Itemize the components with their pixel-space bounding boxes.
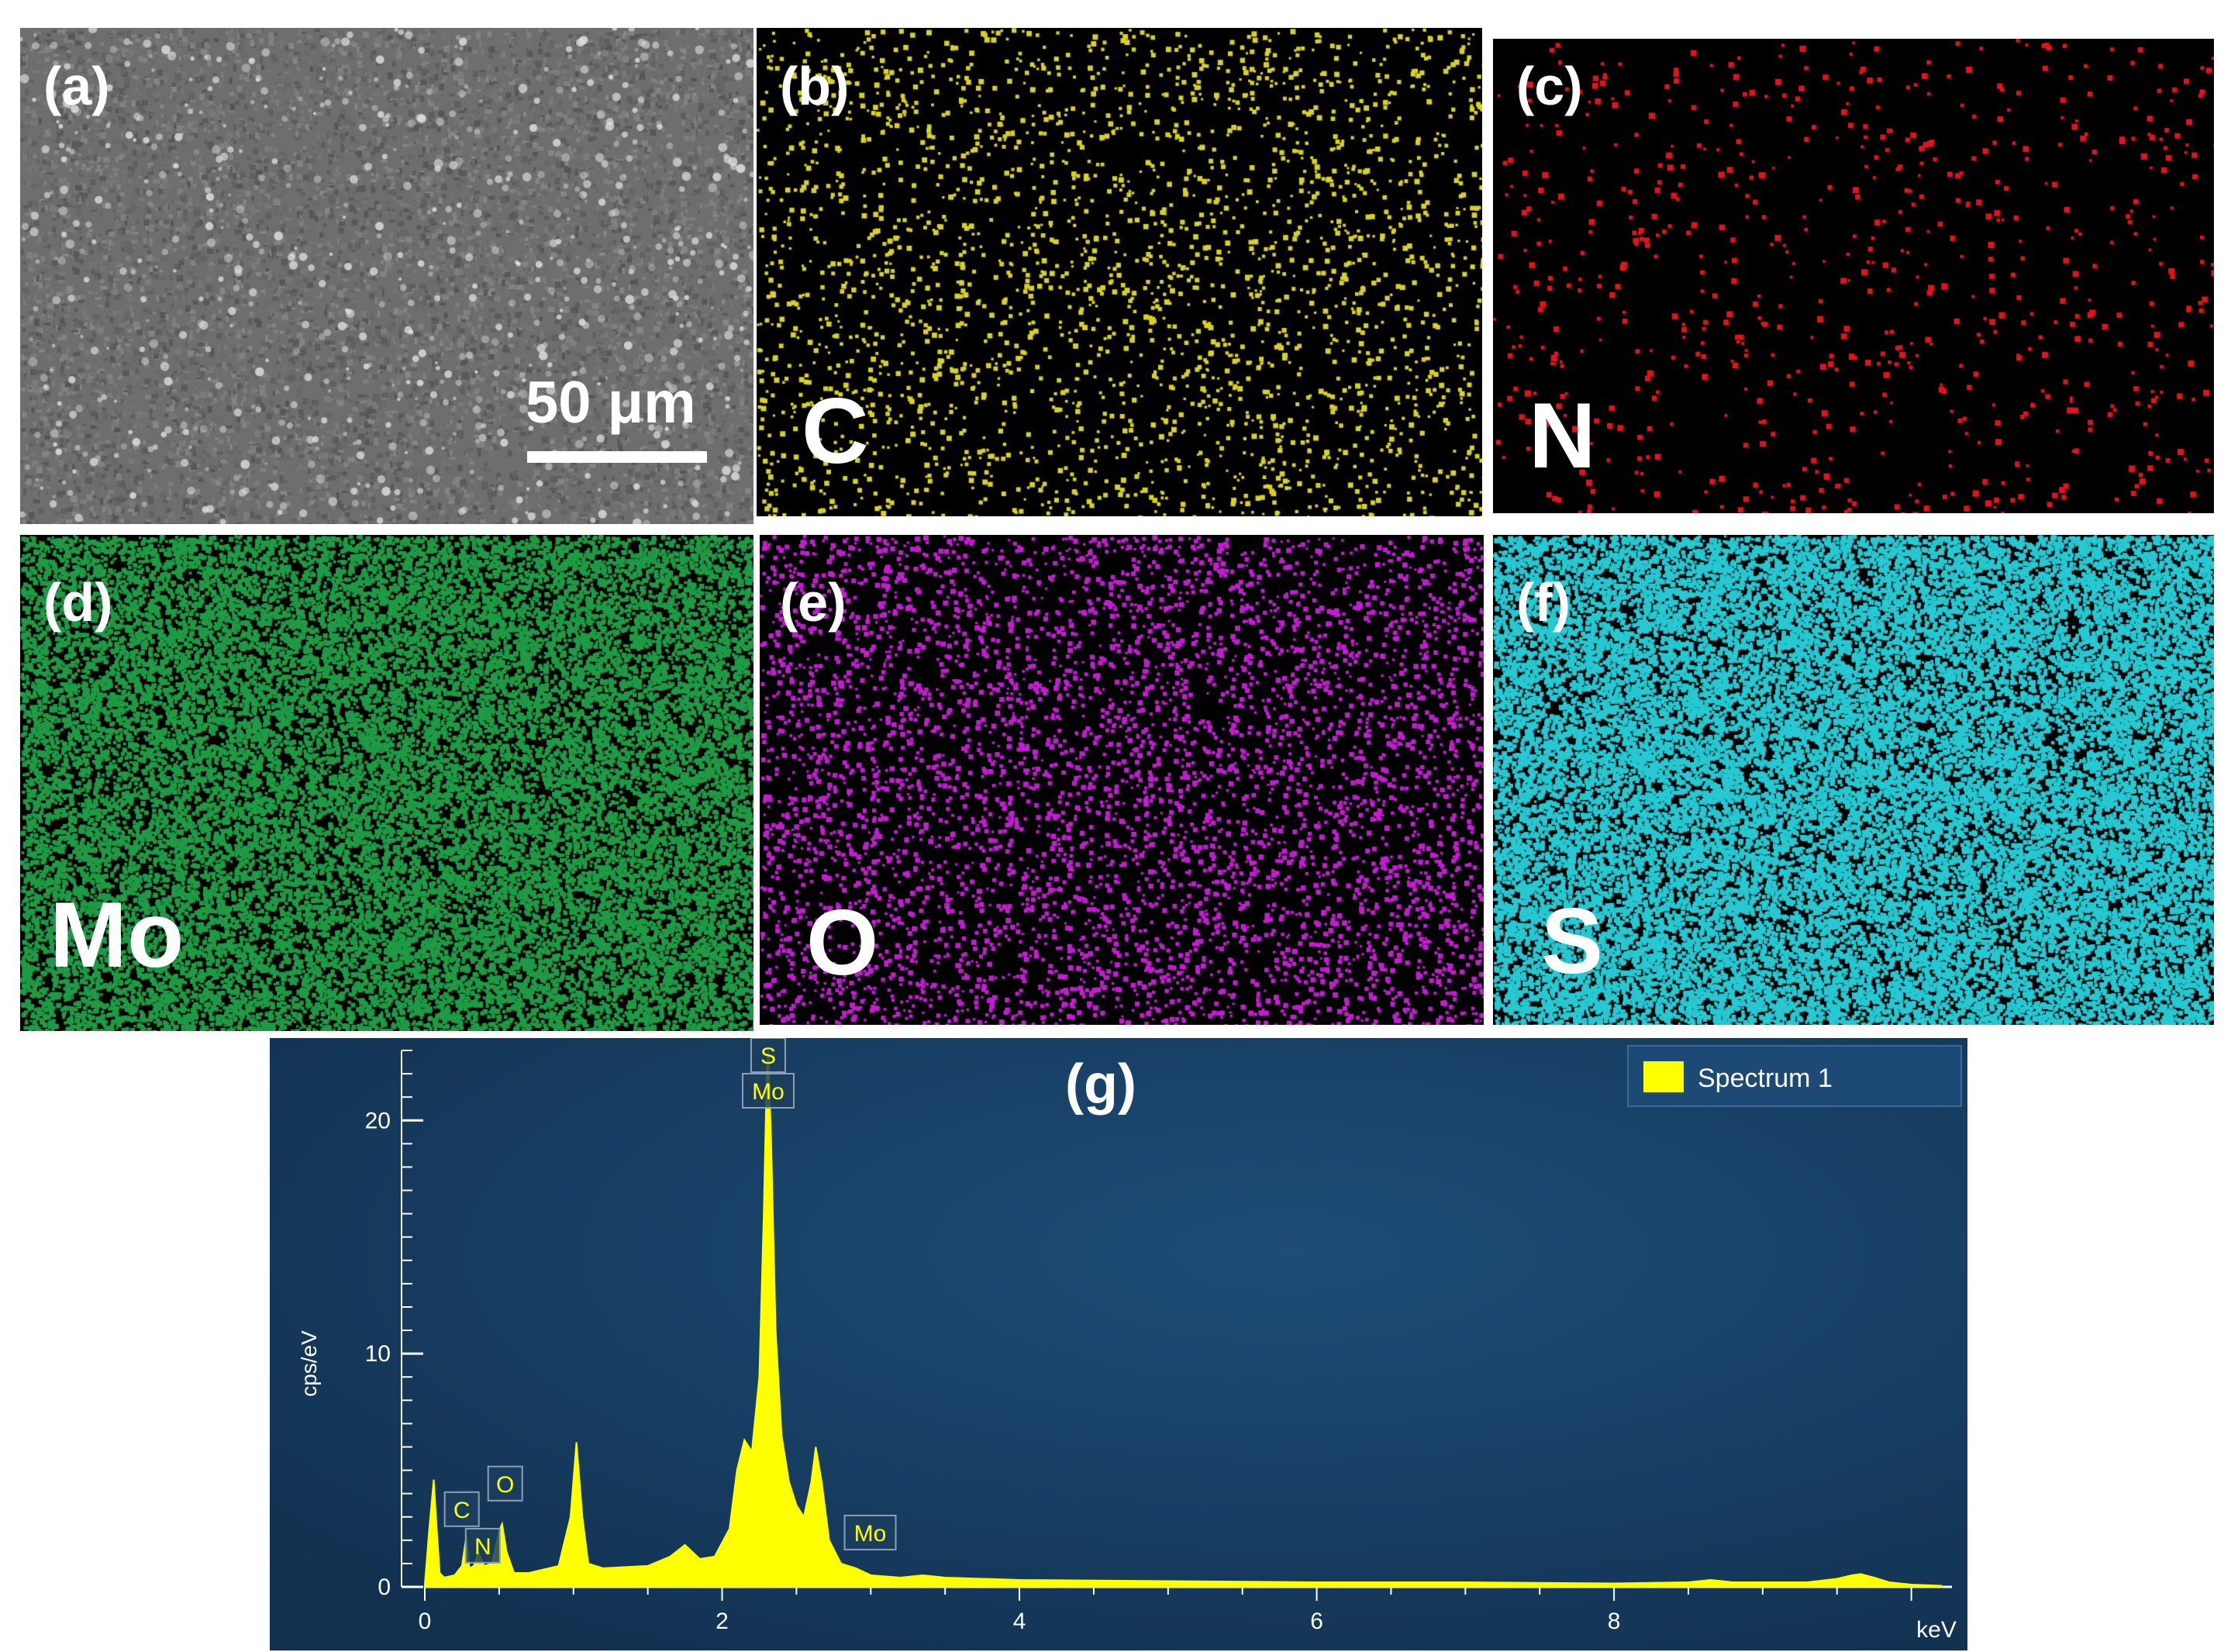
panel-label-b: (b): [780, 56, 850, 116]
chart-title: (g): [1065, 1054, 1136, 1116]
y-tick-label: 0: [378, 1574, 391, 1600]
svg-text:O: O: [496, 1472, 514, 1498]
map-panel-o: (e) O: [760, 535, 1484, 1025]
svg-text:N: N: [474, 1534, 491, 1560]
y-axis-label: cps/eV: [297, 1330, 321, 1397]
peak-label-n: N: [464, 1527, 501, 1564]
carbon-map-image: [757, 28, 1482, 516]
peak-label-o: O: [487, 1465, 523, 1502]
x-tick-label: 8: [1608, 1609, 1621, 1634]
svg-text:Mo: Mo: [752, 1079, 784, 1105]
element-label-o: O: [806, 891, 879, 995]
scale-bar-label: 50 μm: [526, 370, 696, 436]
element-label-n: N: [1529, 384, 1596, 488]
eds-spectrum-chart: 0 10 20 0 2 4 6 8 CN O S Mo Mo (g) cps/eV keV Spec…: [270, 1038, 1967, 1650]
sulfur-map-image: [1493, 535, 2214, 1025]
scale-bar: [527, 451, 707, 463]
map-panel-s: (f) S: [1493, 535, 2214, 1025]
peak-label-s: S: [750, 1038, 786, 1073]
x-tick-label: 4: [1013, 1609, 1026, 1634]
panel-label-e: (e): [780, 572, 847, 633]
sem-image: [20, 28, 753, 524]
peak-labels: CN O S Mo Mo: [443, 1038, 897, 1564]
y-tick-label: 10: [365, 1341, 391, 1367]
x-tick-label: 0: [419, 1609, 432, 1634]
element-label-s: S: [1541, 889, 1604, 993]
molybdenum-map-image: [20, 535, 753, 1031]
panel-label-d: (d): [43, 572, 113, 633]
svg-text:S: S: [760, 1043, 776, 1069]
chart-background: [270, 1038, 1967, 1650]
x-tick-label: 2: [716, 1609, 729, 1634]
peak-label-mo: Mo: [741, 1073, 795, 1109]
x-axis-label: keV: [1916, 1617, 1957, 1643]
map-panel-n: (c) N: [1493, 39, 2214, 513]
legend-swatch: [1643, 1061, 1684, 1092]
y-tick-label: 20: [365, 1108, 391, 1133]
element-label-mo: Mo: [50, 883, 184, 987]
map-panel-mo: (d) Mo: [20, 535, 753, 1031]
panel-label-f: (f): [1516, 572, 1571, 633]
legend: Spectrum 1: [1627, 1045, 1962, 1107]
peak-label-mo: Mo: [843, 1514, 897, 1550]
legend-entry-spectrum-1: Spectrum 1: [1698, 1064, 1833, 1093]
peak-label-c: C: [443, 1491, 480, 1527]
element-label-c: C: [802, 379, 869, 483]
sem-panel: (a) 50 μm: [20, 28, 753, 524]
x-tick-label: 6: [1310, 1609, 1323, 1634]
nitrogen-map-image: [1493, 39, 2214, 513]
svg-text:Mo: Mo: [854, 1521, 887, 1547]
y-axis: 0 10 20: [365, 1050, 423, 1600]
oxygen-map-image: [760, 535, 1484, 1025]
map-panel-c: (b) C: [757, 28, 1482, 516]
svg-text:C: C: [453, 1498, 471, 1523]
panel-label-c: (c): [1516, 56, 1583, 116]
panel-label-a: (a): [43, 56, 110, 116]
